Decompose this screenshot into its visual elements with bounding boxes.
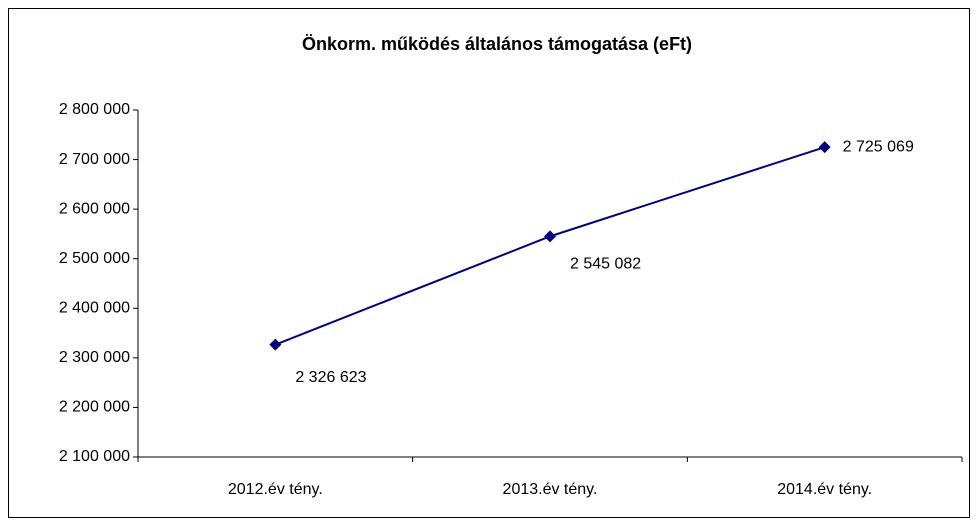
x-tick-label: 2013.év tény. — [503, 481, 598, 498]
y-tick-label: 2 500 000 — [59, 250, 130, 267]
x-tick-label: 2014.év tény. — [777, 481, 872, 498]
chart-border — [8, 8, 970, 518]
chart-title: Önkorm. működés általános támogatása (eF… — [302, 34, 692, 54]
y-tick-label: 2 700 000 — [59, 151, 130, 168]
marker — [544, 230, 556, 243]
y-tick-label: 2 600 000 — [59, 200, 130, 217]
marker — [818, 141, 831, 154]
y-tick-label: 2 200 000 — [59, 399, 130, 416]
y-tick-label: 2 800 000 — [59, 101, 130, 118]
y-tick-label: 2 300 000 — [59, 349, 130, 366]
marker — [269, 338, 282, 351]
data-label: 2 725 069 — [843, 138, 914, 155]
data-label: 2 326 623 — [295, 369, 366, 386]
y-tick-label: 2 400 000 — [59, 300, 130, 317]
y-tick-label: 2 100 000 — [59, 448, 130, 465]
data-label: 2 545 082 — [570, 256, 641, 273]
x-tick-label: 2012.év tény. — [228, 481, 323, 498]
